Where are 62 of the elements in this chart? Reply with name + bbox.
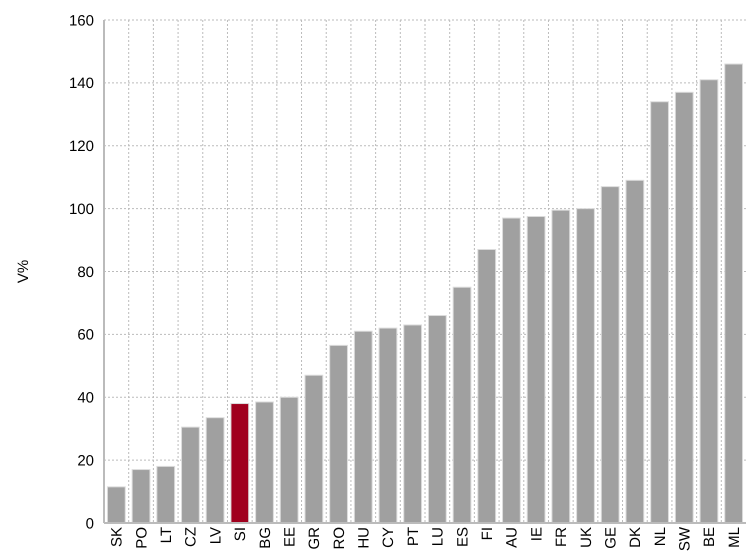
x-tick-label: ES	[454, 527, 472, 548]
bar	[700, 79, 718, 524]
y-tick-label: 80	[77, 264, 94, 281]
x-tick-label: PO	[133, 527, 150, 549]
bar	[526, 216, 546, 524]
bar	[600, 186, 620, 524]
x-tick-label: HU	[356, 527, 373, 549]
bar	[625, 180, 644, 524]
bar	[304, 374, 324, 524]
bar	[206, 417, 225, 524]
bar	[329, 344, 348, 524]
x-tick-label: SK	[108, 527, 126, 548]
x-tick-label: PT	[404, 527, 422, 546]
x-tick-label: UK	[578, 527, 595, 548]
y-tick-label: 120	[68, 138, 94, 155]
bar	[255, 401, 274, 524]
bar	[230, 403, 250, 524]
x-tick-label: GE	[602, 527, 620, 549]
bar	[502, 218, 521, 524]
y-tick-label: 40	[77, 390, 94, 406]
x-tick-label: CZ	[182, 527, 200, 547]
y-tick-label: 60	[77, 326, 94, 344]
x-tick-label: LV	[207, 527, 224, 544]
y-tick-label: 140	[68, 75, 94, 92]
bar	[156, 466, 176, 524]
bar	[576, 208, 595, 524]
x-tick-label: NL	[652, 527, 669, 546]
y-axis-title: V%	[15, 260, 32, 284]
bar	[650, 101, 669, 524]
bar	[354, 330, 373, 524]
y-tick-label: 0	[86, 515, 94, 532]
bar	[551, 210, 570, 524]
x-tick-label: DK	[627, 527, 644, 548]
x-tick-label: LU	[430, 527, 447, 546]
x-tick-label: AU	[504, 527, 521, 548]
x-tick-label: RO	[330, 527, 348, 550]
x-tick-label: LT	[158, 527, 175, 544]
bar	[106, 486, 126, 524]
x-tick-label: SI	[232, 527, 250, 542]
bar	[724, 64, 744, 524]
bar	[674, 92, 694, 524]
y-tick-label: 20	[77, 452, 94, 470]
x-tick-label: FR	[553, 526, 570, 547]
bar	[477, 248, 496, 524]
y-tick-label: 100	[68, 200, 94, 218]
x-tick-label: IE	[528, 527, 546, 542]
x-tick-label: FI	[478, 527, 496, 540]
x-tick-label: EE	[281, 527, 298, 548]
y-tick-label: 160	[68, 12, 94, 30]
bar	[428, 315, 447, 524]
bar	[132, 469, 150, 524]
x-tick-label: CY	[380, 527, 398, 548]
x-tick-label: BG	[256, 527, 274, 549]
bar	[181, 426, 200, 524]
x-tick-label: SW	[676, 526, 694, 552]
x-tick-label: BE	[701, 527, 718, 548]
bar	[378, 328, 398, 524]
x-tick-label: ML	[726, 527, 743, 548]
bar	[452, 286, 472, 524]
x-tick-label: GR	[306, 526, 324, 550]
bar	[403, 324, 422, 524]
bar	[280, 396, 299, 524]
